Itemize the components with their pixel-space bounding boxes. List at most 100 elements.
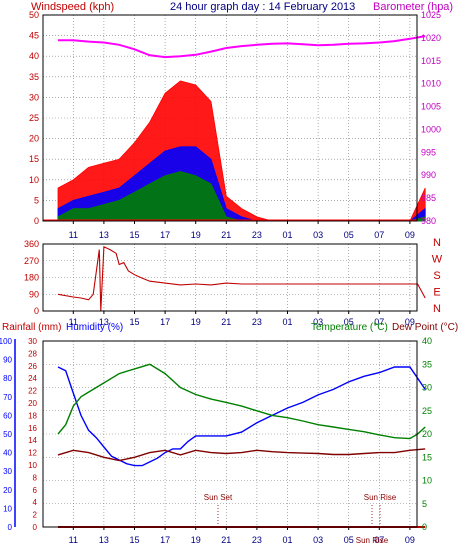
wind-tick-label: 10 — [29, 175, 39, 185]
barometer-tick-label: 1005 — [421, 102, 441, 112]
x-tick-label: 21 — [221, 535, 231, 545]
humidity-tick-label: 100 — [0, 337, 13, 346]
x-tick-label: 05 — [344, 230, 354, 240]
rain-tick-label: 24 — [28, 374, 37, 383]
humidity-tick-label: 70 — [3, 393, 12, 402]
x-tick-label: 11 — [69, 535, 78, 545]
x-tick-label: 15 — [129, 317, 139, 327]
series-line-1 — [57, 363, 426, 440]
x-tick-label: 05 — [344, 317, 354, 327]
temp-tick-label: 10 — [422, 476, 432, 486]
wind-tick-label: 45 — [29, 31, 39, 41]
barometer-line — [58, 35, 426, 59]
x-tick-label: 15 — [129, 535, 139, 545]
compass-label: W — [432, 254, 443, 266]
humidity-tick-label: 80 — [3, 374, 12, 383]
humidity-tick-label: 30 — [3, 467, 12, 476]
x-tick-label: 19 — [191, 317, 201, 327]
x-tick-label: 17 — [160, 230, 170, 240]
x-tick-label: 17 — [160, 535, 170, 545]
x-tick-label: 13 — [99, 230, 109, 240]
x-tick-label: 09 — [405, 317, 415, 327]
temp-tick-label: 25 — [422, 406, 432, 416]
plot-frame — [42, 340, 418, 528]
x-tick-label: 09 — [405, 230, 415, 240]
barometer-tick-label: 1010 — [421, 79, 441, 89]
humidity-tick-label: 50 — [3, 430, 12, 439]
barometer-tick-label: 990 — [421, 170, 436, 180]
rain-tick-label: 12 — [28, 449, 37, 458]
x-tick-label: 11 — [69, 317, 78, 327]
x-tick-label: 03 — [313, 317, 323, 327]
wind-tick-label: 25 — [29, 113, 39, 123]
barometer-tick-label: 1025 — [421, 10, 441, 20]
rain-tick-label: 0 — [33, 523, 38, 532]
x-tick-label: 19 — [191, 230, 201, 240]
wind-tick-label: 20 — [29, 134, 39, 144]
barometer-tick-label: 1000 — [421, 124, 441, 134]
humidity-tick-label: 10 — [3, 504, 12, 513]
wind-tick-label: 40 — [29, 51, 39, 61]
series-line-2 — [57, 448, 426, 462]
wind-axis-label: Windspeed (kph) — [31, 1, 114, 13]
dewpoint-axis-label: Dew Point (°C) — [392, 322, 458, 333]
rain-tick-label: 18 — [28, 411, 37, 420]
x-tick-label: 07 — [374, 230, 384, 240]
temperature-axis-label: Temperature (°C) — [311, 322, 388, 333]
direction-tick-label: 360 — [24, 239, 39, 249]
rain-tick-label: 4 — [33, 498, 38, 507]
compass-label: S — [433, 270, 440, 282]
barometer-tick-label: 985 — [421, 193, 436, 203]
wind-tick-label: 15 — [29, 154, 39, 164]
x-tick-label: 13 — [99, 317, 109, 327]
barometer-tick-label: 1020 — [421, 33, 441, 43]
x-tick-label: 07 — [374, 535, 384, 545]
barometer-tick-label: 995 — [421, 147, 436, 157]
x-tick-label: 11 — [69, 230, 78, 240]
temp-tick-label: 15 — [422, 452, 432, 462]
barometer-tick-label: 1015 — [421, 56, 441, 66]
x-tick-label: 19 — [191, 535, 201, 545]
rain-tick-label: 10 — [28, 461, 37, 470]
wind-tick-label: 5 — [34, 195, 39, 205]
temp-tick-label: 20 — [422, 429, 432, 439]
sun-annotation: Sun Set — [204, 493, 233, 502]
humidity-tick-label: 40 — [3, 449, 12, 458]
wind-tick-label: 30 — [29, 92, 39, 102]
humidity-tick-label: 60 — [3, 411, 12, 420]
rain-tick-label: 8 — [33, 473, 38, 482]
humidity-tick-label: 0 — [8, 523, 13, 532]
temp-tick-label: 0 — [422, 522, 427, 532]
x-tick-label: 13 — [99, 535, 109, 545]
direction-tick-label: 180 — [24, 273, 39, 283]
humidity-tick-label: 90 — [3, 356, 12, 365]
rain-tick-label: 28 — [28, 349, 37, 358]
series-line-0 — [57, 366, 426, 467]
temp-tick-label: 35 — [422, 359, 432, 369]
rain-tick-label: 2 — [33, 511, 38, 520]
temp-tick-label: 5 — [422, 499, 427, 509]
rain-tick-label: 26 — [28, 362, 37, 371]
compass-label: N — [433, 237, 441, 249]
x-tick-label: 07 — [374, 317, 384, 327]
plot-frame — [42, 14, 418, 222]
x-tick-label: 21 — [221, 317, 231, 327]
sun-annotation: Sun Rise — [364, 493, 397, 502]
wind-direction-line — [57, 245, 426, 312]
x-tick-label: 03 — [313, 230, 323, 240]
rain-tick-label: 16 — [28, 424, 37, 433]
x-tick-label: 03 — [313, 535, 323, 545]
rain-tick-label: 22 — [28, 387, 37, 396]
x-tick-label: 15 — [129, 230, 139, 240]
x-tick-label: 01 — [282, 230, 292, 240]
direction-tick-label: 90 — [29, 289, 39, 299]
barometer-tick-label: 980 — [421, 216, 436, 226]
wind-tick-label: 0 — [34, 216, 39, 226]
x-tick-label: 05 — [344, 535, 354, 545]
x-tick-label: 23 — [252, 535, 262, 545]
plot-frame — [42, 243, 418, 312]
wind-tick-label: 35 — [29, 72, 39, 82]
rain-tick-label: 20 — [28, 399, 37, 408]
x-tick-label: 21 — [221, 230, 231, 240]
